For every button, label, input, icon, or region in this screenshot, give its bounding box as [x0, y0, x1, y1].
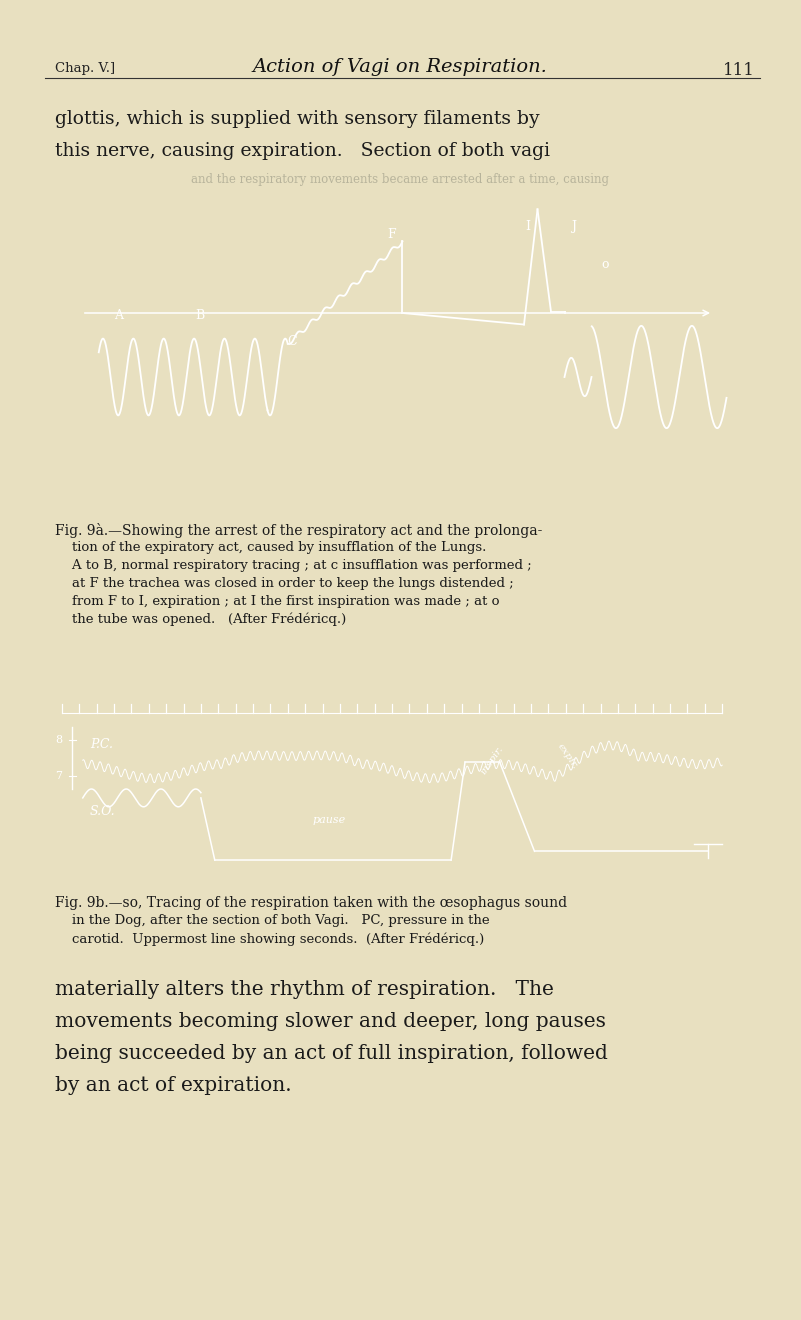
Text: by an act of expiration.: by an act of expiration.	[55, 1076, 292, 1096]
Text: F: F	[387, 227, 396, 240]
Text: A: A	[115, 309, 123, 322]
Text: Chap. V.]: Chap. V.]	[55, 62, 115, 75]
Text: being succeeded by an act of full inspiration, followed: being succeeded by an act of full inspir…	[55, 1044, 608, 1063]
Text: tion of the expiratory act, caused by insufflation of the Lungs.: tion of the expiratory act, caused by in…	[55, 541, 486, 554]
Text: A to B, normal respiratory tracing ; at c insufflation was performed ;: A to B, normal respiratory tracing ; at …	[55, 558, 532, 572]
Text: and the respiratory movements became arrested after a time, causing: and the respiratory movements became arr…	[191, 173, 609, 186]
Text: Action of Vagi on Respiration.: Action of Vagi on Respiration.	[252, 58, 547, 77]
Text: o: o	[602, 259, 609, 271]
Text: 8: 8	[54, 735, 62, 744]
Text: pause: pause	[312, 816, 345, 825]
Text: 111: 111	[723, 62, 755, 79]
Text: expir.: expir.	[555, 742, 579, 771]
Text: I: I	[525, 220, 530, 232]
Text: movements becoming slower and deeper, long pauses: movements becoming slower and deeper, lo…	[55, 1012, 606, 1031]
Text: at F the trachea was closed in order to keep the lungs distended ;: at F the trachea was closed in order to …	[55, 577, 513, 590]
Text: C: C	[288, 335, 297, 348]
Text: from F to I, expiration ; at I the first inspiration was made ; at o: from F to I, expiration ; at I the first…	[55, 595, 500, 609]
Text: Fig. 9b.—so, Tracing of the respiration taken with the œsophagus sound: Fig. 9b.—so, Tracing of the respiration …	[55, 896, 567, 909]
Text: carotid.  Uppermost line showing seconds.  (After Frédéricq.): carotid. Uppermost line showing seconds.…	[55, 932, 485, 945]
Text: P.C.: P.C.	[90, 738, 113, 751]
Text: 7: 7	[55, 771, 62, 780]
Text: J: J	[571, 220, 576, 232]
Text: the tube was opened.   (After Frédéricq.): the tube was opened. (After Frédéricq.)	[55, 612, 346, 627]
Text: glottis, which is supplied with sensory filaments by: glottis, which is supplied with sensory …	[55, 110, 540, 128]
Text: materially alters the rhythm of respiration.   The: materially alters the rhythm of respirat…	[55, 979, 553, 999]
Text: this nerve, causing expiration.   Section of both vagi: this nerve, causing expiration. Section …	[55, 143, 550, 160]
Text: Fig. 9à.—Showing the arrest of the respiratory act and the prolonga-: Fig. 9à.—Showing the arrest of the respi…	[55, 523, 542, 539]
Text: in the Dog, after the section of both Vagi.   PC, pressure in the: in the Dog, after the section of both Va…	[55, 913, 489, 927]
Text: S.O.: S.O.	[90, 805, 115, 818]
Text: B: B	[195, 309, 204, 322]
Text: inspir.: inspir.	[479, 744, 505, 776]
